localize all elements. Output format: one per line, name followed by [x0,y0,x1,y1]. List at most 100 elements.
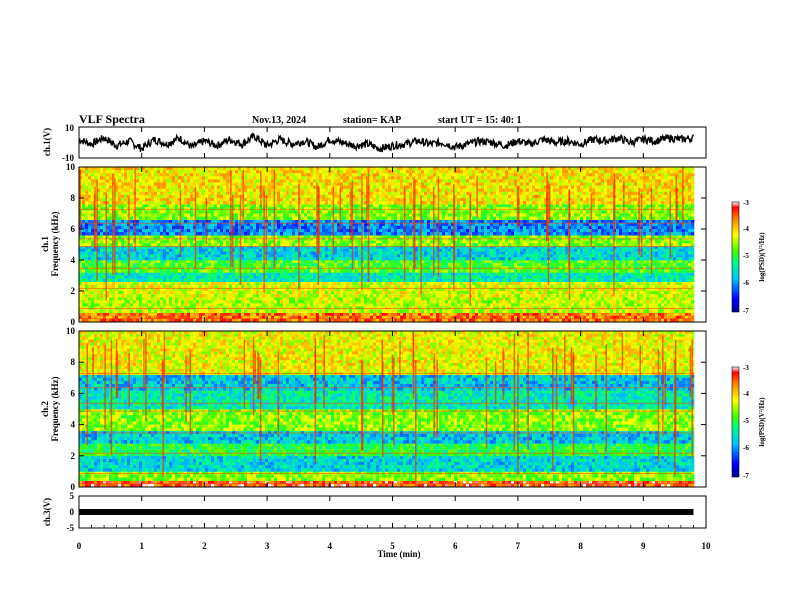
spectrogram-cell [571,263,575,267]
spectrogram-cell [184,260,188,264]
spectrogram-cell [505,303,509,307]
spectrogram-cell [193,287,197,292]
spectrogram-cell [604,278,608,282]
spectrogram-cell [610,318,614,323]
spectrogram-cell [157,284,161,289]
spectrogram-cell [283,309,287,313]
spectrogram-cell [163,291,167,295]
spectrogram-cell [550,312,554,317]
spectrogram-cell [646,312,650,317]
spectrogram-cell [535,246,539,250]
spectrogram-cell [373,312,377,317]
spectrogram-cell [514,291,518,295]
spectrogram-cell [376,272,380,276]
spectrogram-cell [427,281,431,286]
spectrogram-cell [304,312,308,317]
spectrogram-cell [121,284,125,289]
spectrogram-cell [376,300,380,304]
spectrogram-cell [685,269,689,273]
spectrogram-cell [271,318,275,323]
spectrogram-cell [370,287,374,292]
spectrogram-cell [421,260,425,264]
spectrogram-cell [271,297,275,301]
spectrogram-cell [190,263,194,267]
spectrogram-cell [340,315,344,320]
spectrogram-cell [562,309,566,313]
spectrogram-cell [133,263,137,267]
spectrogram-cell [163,278,167,282]
spectrogram-cell [337,300,341,304]
spectrogram-cell [316,312,320,317]
spectrogram-cell [598,260,602,264]
spectrogram-cell [136,294,140,298]
spectrogram-cell [592,281,596,286]
spectrogram-cell [463,260,467,264]
spectrogram-cell [616,272,620,276]
spectrogram-cell [109,315,113,320]
spectrogram-cell [256,260,260,264]
spectrogram-cell [337,269,341,273]
spectrogram-cell [577,248,581,252]
spectrogram-cell [442,269,446,273]
spectrogram-cell [193,318,197,323]
spectrogram-cell [250,315,254,320]
spectrogram-cell [187,303,191,307]
spectrogram-cell [271,287,275,292]
spectrogram-cell [334,248,338,252]
spectrogram-cell [373,278,377,282]
spectrogram-cell [676,309,680,313]
spectrogram-cell [454,246,458,250]
spectrogram-cell [679,303,683,307]
spectrogram-cell [682,318,686,323]
spectrogram-cell [616,300,620,304]
spectrogram-cell [598,300,602,304]
spectrogram-cell [298,287,302,292]
spectrogram-cell [103,291,107,295]
spectrogram-cell [535,263,539,267]
spectrogram-cell [319,254,323,258]
spectrogram-cell [409,297,413,301]
spectrogram-cell [352,251,356,255]
spectrogram-cell [490,275,494,279]
spectrogram-cell [535,284,539,289]
spectrogram-cell [214,318,218,323]
spectrogram-cell [490,248,494,252]
spectrogram-cell [604,272,608,276]
spectrogram-cell [106,263,110,267]
spectrogram-cell [391,287,395,292]
spectrogram-cell [478,260,482,264]
spectrogram-cell [334,284,338,289]
spectrogram-cell [445,303,449,307]
spectrogram-cell [643,248,647,252]
spectrogram-cell [682,297,686,301]
spectrogram-cell [124,291,128,295]
spectrogram-cell [442,294,446,298]
spectrogram-cell [307,275,311,279]
spectrogram-cell [292,275,296,279]
spectrogram-cell [190,297,194,301]
spectrogram-cell [670,248,674,252]
spectrogram-cell [637,294,641,298]
spectrogram-cell [508,291,512,295]
spectrogram-cell [472,275,476,279]
spectrogram-cell [523,263,527,267]
spectrogram-cell [595,294,599,298]
spectrogram-cell [586,309,590,313]
spectrogram-cell [136,309,140,313]
spectrogram-cell [634,291,638,295]
spectrogram-cell [121,300,125,304]
spectrogram-cell [550,291,554,295]
spectrogram-cell [469,315,473,320]
spectrogram-cell [589,275,593,279]
spectrogram-cell [565,287,569,292]
spectrogram-cell [619,309,623,313]
spectrogram-cell [364,315,368,320]
spectrogram-cell [598,315,602,320]
spectrogram-cell [100,269,104,273]
spectrogram-cell [295,318,299,323]
spectrogram-cell [178,287,182,292]
spectrogram-cell [259,254,263,258]
spectrogram-cell [640,278,644,282]
spectrogram-cell [346,291,350,295]
spectrogram-cell [334,251,338,255]
